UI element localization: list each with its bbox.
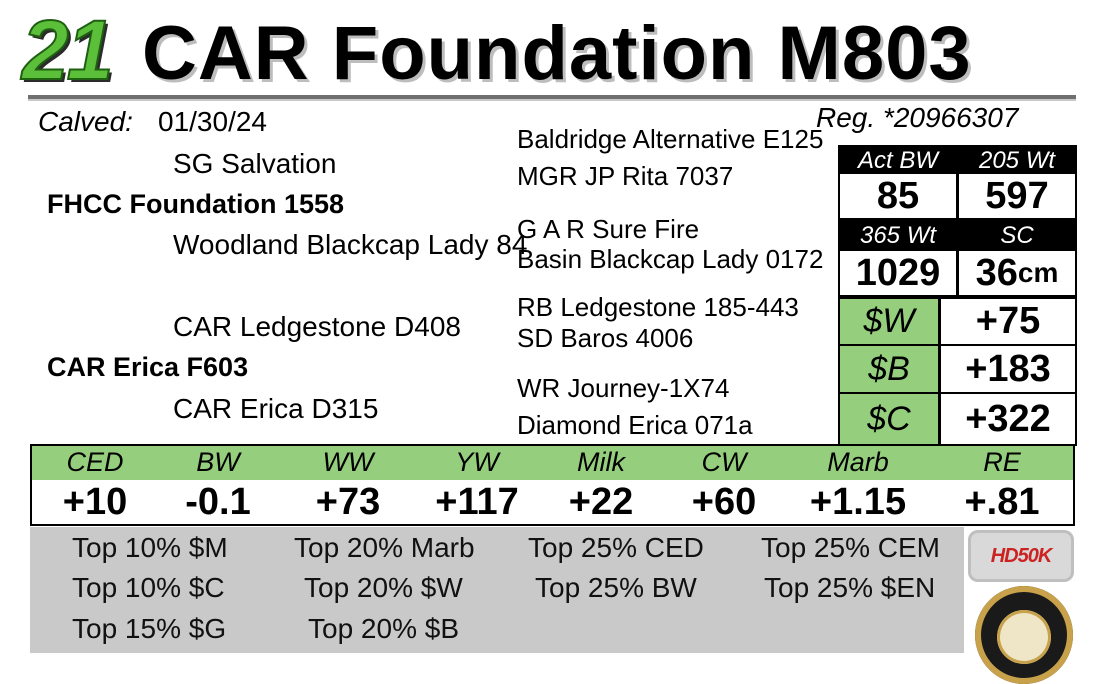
epd-label: BW: [196, 447, 240, 477]
calved-label: Calved:: [38, 106, 133, 137]
epd-label: Marb: [827, 447, 889, 477]
sire-dam: Woodland Blackcap Lady 84: [173, 229, 528, 260]
sire: FHCC Foundation 1558: [47, 189, 345, 219]
lot-number: 21: [21, 3, 114, 97]
ranking-item: Top 20% $W: [304, 572, 463, 603]
ranking-item: Top 20% $B: [308, 613, 459, 644]
seal-center: [997, 610, 1051, 664]
epd-label: WW: [322, 447, 374, 477]
epd-label: CED: [66, 447, 124, 477]
sc-unit: cm: [1017, 257, 1059, 288]
gen3-ancestor: G A R Sure Fire: [517, 214, 700, 244]
dam-sire: CAR Ledgestone D408: [173, 311, 461, 342]
epd-label: RE: [983, 447, 1021, 477]
registration-number: Reg. *20966307: [816, 102, 1019, 133]
header-divider: [28, 95, 1076, 99]
performance-grid: Act BW 205 Wt 85 597 365 Wt SC 1029 36 cm…: [838, 145, 1077, 446]
epd-value: +60: [691, 481, 757, 523]
gen3-ancestor: Basin Blackcap Lady 0172: [517, 244, 824, 274]
act-bw-label: Act BW: [840, 147, 956, 174]
epd-label: YW: [455, 447, 499, 477]
index-value: +183: [941, 346, 1075, 392]
epd-header-band: [32, 446, 1073, 480]
index-label: $W: [840, 299, 938, 344]
epd-table: CED BW WW YW Milk CW Marb RE +10 -0.1 +7…: [30, 444, 1075, 526]
ranking-item: Top 25% CED: [528, 532, 704, 563]
epd-value: +1.15: [809, 481, 907, 523]
ranking-item: Top 25% BW: [535, 572, 697, 603]
ranking-item: Top 20% Marb: [294, 532, 475, 563]
calved-date: 01/30/24: [158, 106, 267, 137]
index-value: +322: [941, 394, 1075, 444]
epd-label: CW: [701, 447, 747, 477]
act-bw-value: 85: [840, 174, 956, 218]
wt365-value: 1029: [840, 251, 956, 295]
dam-dam: CAR Erica D315: [173, 393, 379, 424]
gen3-ancestor: Baldridge Alternative E125: [517, 124, 824, 154]
dam: CAR Erica F603: [47, 352, 249, 382]
index-label: $C: [840, 394, 938, 444]
sc-label: SC: [959, 221, 1075, 251]
index-value: +75: [941, 299, 1075, 344]
gen3-ancestor: Diamond Erica 071a: [517, 410, 753, 440]
epd-value: +.81: [964, 481, 1040, 523]
gen3-ancestor: RB Ledgestone 185-443: [517, 292, 799, 322]
hd50k-logo-text: HD50K: [990, 544, 1053, 567]
ranking-item: Top 15% $G: [72, 613, 227, 644]
gen3-ancestor: SD Baros 4006: [517, 323, 694, 353]
index-label: $B: [840, 346, 938, 392]
epd-value: +10: [62, 481, 128, 523]
wt205-label: 205 Wt: [959, 147, 1075, 174]
certification-seal-icon: [975, 586, 1073, 684]
ranking-item: Top 10% $M: [72, 532, 228, 563]
wt205-value: 597: [959, 174, 1075, 218]
gen3-ancestor: MGR JP Rita 7037: [517, 161, 734, 191]
epd-value: +117: [435, 481, 519, 523]
animal-name: CAR Foundation M803: [142, 11, 972, 96]
ranking-item: Top 10% $C: [72, 572, 225, 603]
epd-value: -0.1: [185, 481, 251, 523]
ranking-item: Top 25% CEM: [761, 532, 940, 563]
hd50k-logo: HD50K: [968, 530, 1074, 582]
header-divider-shadow: [28, 99, 1076, 101]
gen3-ancestor: WR Journey-1X74: [517, 373, 730, 403]
sc-value: 36 cm: [959, 251, 1075, 295]
ranking-item: Top 25% $EN: [764, 572, 936, 603]
sire-sire: SG Salvation: [173, 148, 337, 179]
rankings-band: Top 10% $M Top 10% $C Top 15% $G Top 20%…: [30, 527, 964, 653]
epd-label: Milk: [577, 447, 625, 477]
epd-value: +22: [568, 481, 634, 523]
epd-value: +73: [315, 481, 381, 523]
sc-number: 36: [975, 251, 1018, 294]
wt365-label: 365 Wt: [840, 221, 956, 251]
